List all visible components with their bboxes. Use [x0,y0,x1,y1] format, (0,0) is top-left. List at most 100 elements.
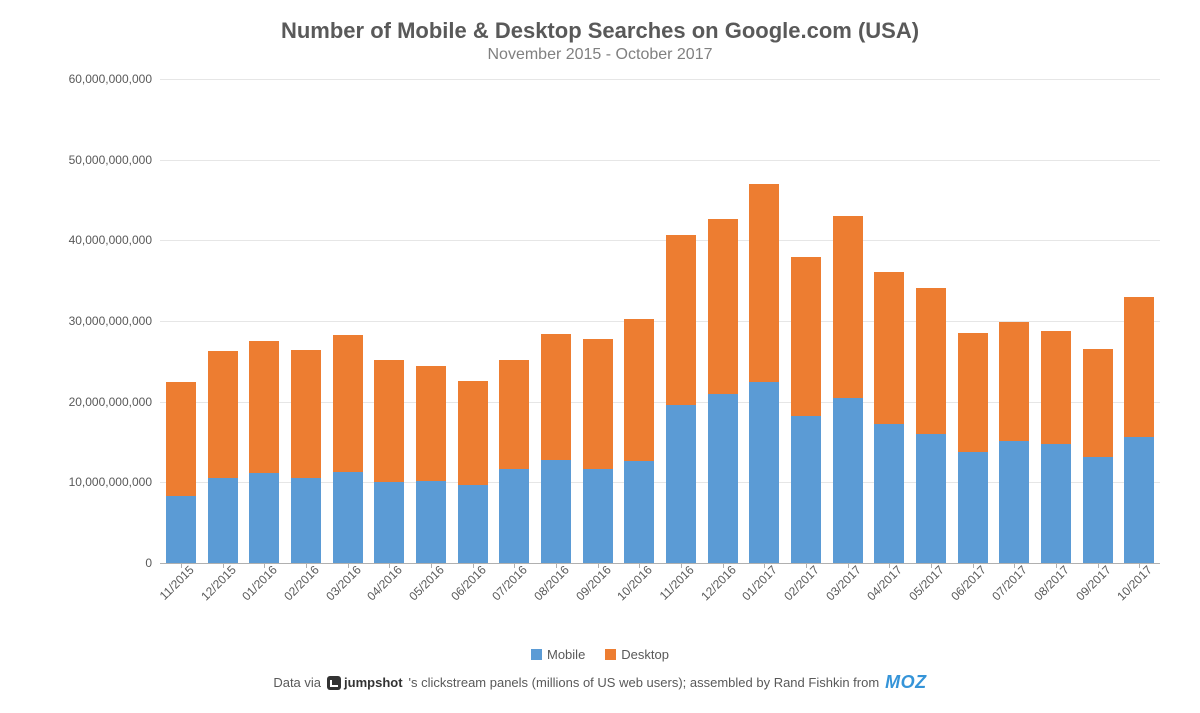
bar-stack [416,254,446,563]
bar-segment [1124,437,1154,563]
bar-slot: 11/2015 [160,79,202,563]
bar-segment [999,441,1029,563]
bar-stack [374,249,404,563]
legend-item: Mobile [531,647,585,662]
bar-slot: 02/2017 [785,79,827,563]
bar-segment [416,366,446,481]
bar-slot: 03/2016 [327,79,369,563]
x-axis-label: 02/2016 [281,563,322,604]
bar-segment [916,288,946,433]
bar-segment [374,482,404,563]
bar-segment [583,469,613,563]
bar-segment [291,478,321,563]
bar-stack [458,266,488,563]
bar-slot: 01/2017 [743,79,785,563]
x-axis-label: 03/2017 [823,563,864,604]
bar-segment [833,398,863,563]
bar-segment [791,257,821,415]
bar-segment [458,485,488,563]
bar-stack [833,153,863,563]
plot-container: 010,000,000,00020,000,000,00030,000,000,… [30,74,1170,643]
bar-stack [1041,228,1071,563]
bar-segment [958,452,988,563]
bar-segment [624,461,654,563]
bar-segment [958,333,988,452]
credit-prefix: Data via [273,675,321,690]
legend-item: Desktop [605,647,669,662]
bar-slot: 04/2017 [868,79,910,563]
x-axis-label: 09/2016 [573,563,614,604]
bar-stack [791,178,821,563]
jumpshot-logo: jumpshot [327,675,403,690]
bar-segment [166,496,196,563]
bar-slot: 06/2017 [952,79,994,563]
bar-segment [333,472,363,563]
bars-row: 11/201512/201501/201602/201603/201604/20… [160,79,1160,563]
x-axis-label: 04/2017 [864,563,905,604]
x-axis-label: 03/2016 [323,563,364,604]
bar-segment [1041,331,1071,443]
bar-segment [624,319,654,461]
bar-segment [708,394,738,563]
x-axis-label: 08/2017 [1031,563,1072,604]
x-axis-label: 06/2017 [948,563,989,604]
x-axis-label: 07/2017 [989,563,1030,604]
y-axis-label: 40,000,000,000 [69,233,152,247]
bar-stack [499,249,529,563]
chart-title: Number of Mobile & Desktop Searches on G… [30,18,1170,44]
x-axis-label: 06/2016 [448,563,489,604]
bar-stack [291,242,321,563]
bar-slot: 07/2016 [493,79,535,563]
bar-segment [458,381,488,485]
bar-stack [874,188,904,563]
x-axis-label: 04/2016 [364,563,405,604]
bar-segment [416,481,446,563]
bar-segment [708,219,738,395]
legend-label: Desktop [621,647,669,662]
bar-slot: 10/2017 [1118,79,1160,563]
bar-stack [166,267,196,563]
bar-segment [499,360,529,470]
bar-segment [249,473,279,563]
bar-slot: 08/2017 [1035,79,1077,563]
bar-slot: 09/2016 [577,79,619,563]
jumpshot-label: jumpshot [344,675,403,690]
y-axis-label: 30,000,000,000 [69,314,152,328]
bar-stack [541,230,571,563]
legend-swatch [531,649,542,660]
bar-slot: 10/2016 [618,79,660,563]
bar-segment [333,335,363,472]
x-axis-label: 05/2016 [406,563,447,604]
bar-stack [916,198,946,563]
legend: Mobile Desktop [30,647,1170,662]
legend-swatch [605,649,616,660]
bar-segment [916,434,946,563]
x-axis-label: 11/2016 [657,563,697,603]
bar-slot: 04/2016 [368,79,410,563]
x-axis-label: 08/2016 [531,563,572,604]
x-axis-label: 07/2016 [489,563,530,604]
x-axis-label: 12/2016 [698,563,739,604]
moz-logo: MOZ [885,672,927,693]
credit-middle: 's clickstream panels (millions of US we… [409,675,880,690]
chart-subtitle: November 2015 - October 2017 [30,46,1170,64]
bar-segment [749,184,779,382]
bar-segment [999,322,1029,441]
y-axis-label: 20,000,000,000 [69,395,152,409]
bar-stack [1124,204,1154,563]
bar-segment [583,339,613,468]
bar-slot: 11/2016 [660,79,702,563]
x-axis-label: 01/2017 [739,563,780,604]
bar-segment [249,341,279,473]
bar-slot: 07/2017 [993,79,1035,563]
bar-segment [374,360,404,483]
bar-stack [666,165,696,563]
bar-segment [666,235,696,405]
bar-stack [583,234,613,563]
bar-stack [958,229,988,563]
bar-slot: 06/2016 [452,79,494,563]
bar-segment [1124,297,1154,438]
x-axis-label: 12/2015 [198,563,239,604]
jumpshot-icon [327,676,341,690]
bar-stack [208,243,238,563]
